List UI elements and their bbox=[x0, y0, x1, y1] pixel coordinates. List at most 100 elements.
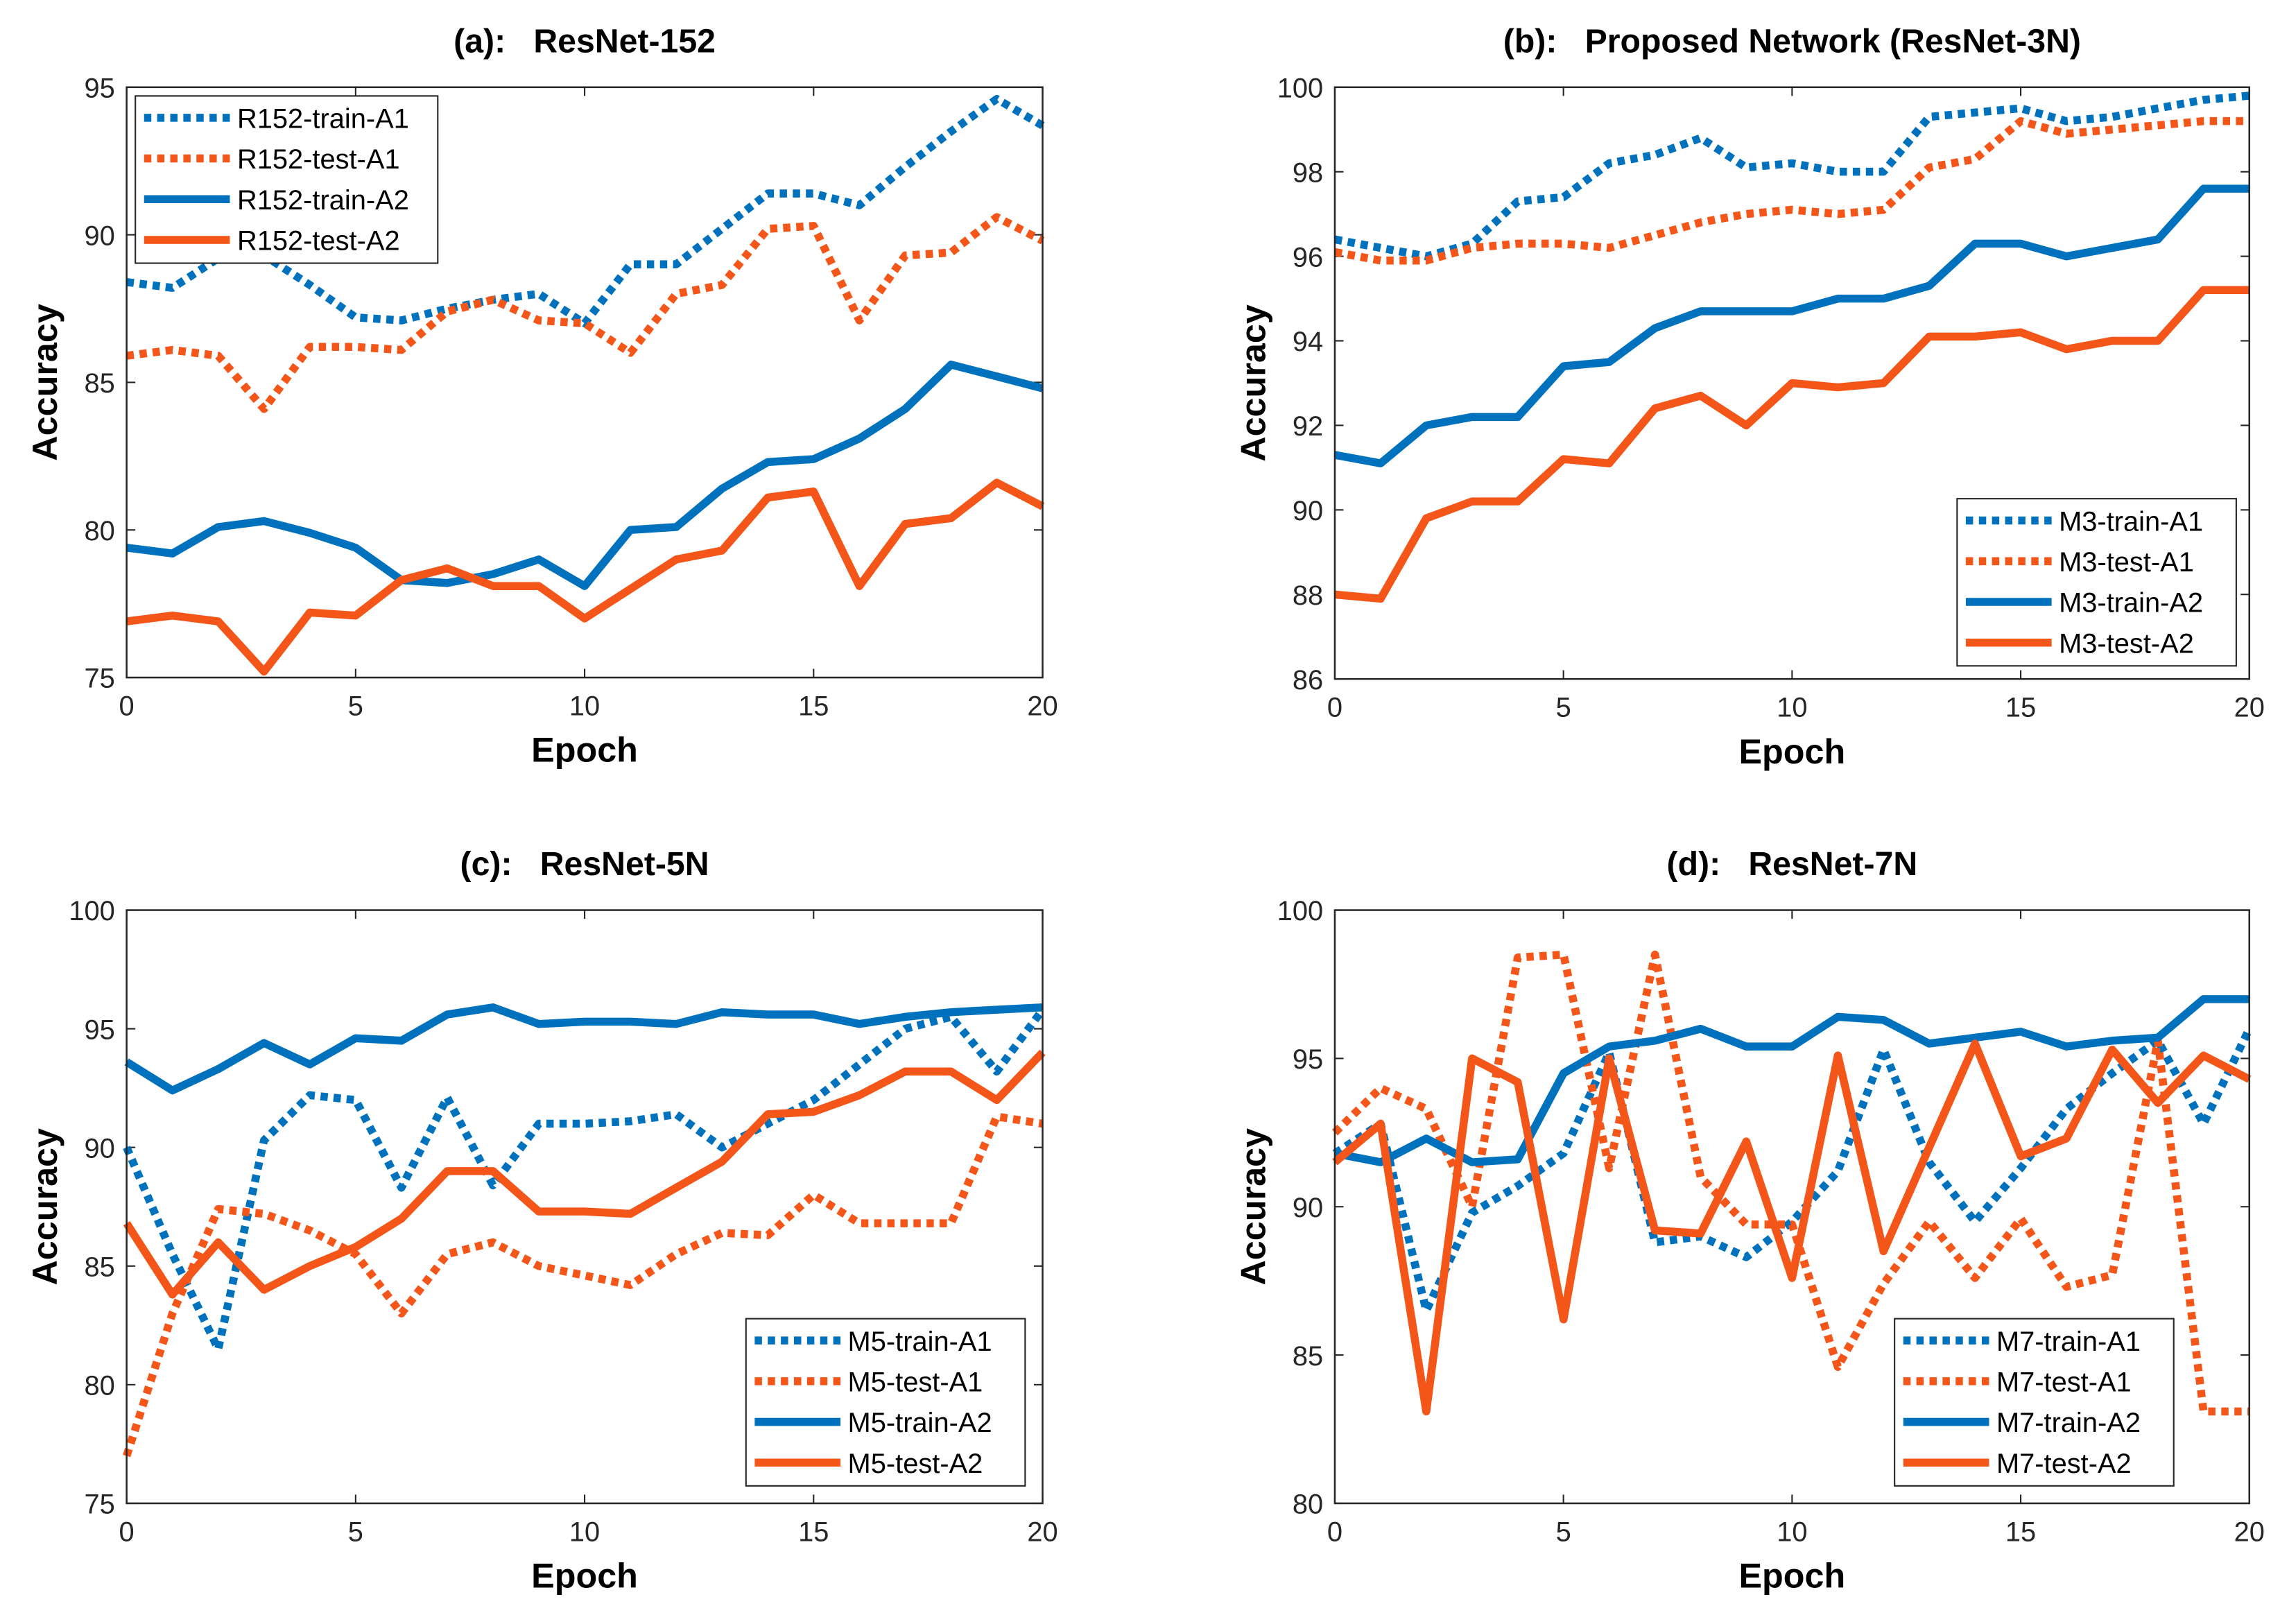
series-line-r152-test-a1 bbox=[126, 213, 1045, 413]
x-tick-label: 10 bbox=[1777, 693, 1807, 723]
x-tick-label: 10 bbox=[569, 1517, 600, 1547]
series-line-m5-test-a1 bbox=[123, 1112, 1044, 1458]
y-tick-label: 94 bbox=[1293, 327, 1323, 357]
x-tick-label: 10 bbox=[1777, 1517, 1807, 1547]
chart-title: (c): ResNet-5N bbox=[460, 845, 709, 883]
y-tick-label: 100 bbox=[1277, 73, 1323, 103]
subplot-d: (d): ResNet-7N Epoch Accuracy 0 5 10 15 20 80 85 9… bbox=[1233, 845, 2265, 1595]
x-tick-label: 5 bbox=[348, 1517, 363, 1547]
legend-label: M7-test-A2 bbox=[1996, 1449, 2132, 1479]
y-axis-label: Accuracy bbox=[25, 304, 64, 461]
legend-label: M3-train-A2 bbox=[2059, 588, 2203, 619]
x-tick-label: 5 bbox=[1556, 1517, 1571, 1547]
y-tick-label: 90 bbox=[1293, 1193, 1323, 1223]
legend-label: R152-train-A2 bbox=[237, 185, 409, 216]
y-axis-label: Accuracy bbox=[1233, 304, 1272, 462]
x-tick-label: 0 bbox=[119, 1517, 135, 1547]
x-tick-label: 0 bbox=[1327, 693, 1342, 723]
series-line-m7-train-a2 bbox=[1333, 995, 2249, 1166]
legend: R152-train-A1 R152-test-A1 R152-train-A2 R1… bbox=[135, 95, 439, 264]
y-tick-label: 96 bbox=[1293, 242, 1323, 273]
legend-label: M5-train-A1 bbox=[848, 1327, 992, 1357]
y-tick-label: 98 bbox=[1293, 157, 1323, 188]
series-line-m3-train-a1 bbox=[1333, 92, 2250, 261]
y-tick-label: 85 bbox=[85, 368, 115, 399]
x-tick-label: 5 bbox=[348, 691, 363, 722]
axes-box bbox=[126, 86, 1044, 679]
series-line-m5-train-a2 bbox=[124, 1003, 1043, 1095]
y-tick-label: 90 bbox=[85, 1133, 115, 1164]
x-tick-label: 15 bbox=[798, 691, 829, 722]
y-tick-label: 90 bbox=[1293, 496, 1323, 526]
legend-box bbox=[1894, 1318, 2175, 1487]
legend-label: M5-train-A2 bbox=[848, 1408, 992, 1438]
legend-label: R152-test-A1 bbox=[237, 144, 400, 175]
legend: M3-train-A1 M3-test-A1 M3-train-A2 M3-test-… bbox=[1956, 498, 2237, 667]
y-tick-label: 86 bbox=[1293, 665, 1323, 696]
x-tick-label: 5 bbox=[1556, 693, 1571, 723]
subplot-a: (a): ResNet-152 Epoch Accuracy 0 5 10 15 20 75 80… bbox=[25, 22, 1058, 769]
series-line-r152-test-a2 bbox=[126, 478, 1045, 676]
x-tick-label: 0 bbox=[119, 691, 135, 722]
series-line-m7-test-a2 bbox=[1332, 1039, 2252, 1416]
legend-label: M7-test-A1 bbox=[1996, 1367, 2132, 1398]
series-line-m3-test-a1 bbox=[1333, 116, 2249, 265]
legend-label: M5-test-A1 bbox=[848, 1367, 983, 1398]
x-tick-label: 20 bbox=[1027, 1517, 1057, 1547]
x-tick-label: 15 bbox=[2005, 1517, 2036, 1547]
x-tick-label: 0 bbox=[1327, 1517, 1342, 1547]
y-tick-label: 75 bbox=[85, 1489, 115, 1520]
x-axis-label: Epoch bbox=[1738, 732, 1845, 771]
legend: M5-train-A1 M5-test-A1 M5-train-A2 M5-test-… bbox=[745, 1318, 1026, 1487]
axes-box bbox=[126, 909, 1044, 1505]
subplot-c: (c): ResNet-5N Epoch Accuracy 0 5 10 15 20 75 80 8… bbox=[25, 845, 1058, 1595]
x-tick-label: 10 bbox=[569, 691, 600, 722]
series-line-m3-test-a2 bbox=[1334, 286, 2249, 603]
series-line-r152-train-a1 bbox=[126, 95, 1045, 328]
y-tick-label: 95 bbox=[1293, 1044, 1323, 1075]
chart-title: (a): ResNet-152 bbox=[454, 22, 716, 60]
y-tick-label: 80 bbox=[85, 516, 115, 546]
series-line-m7-train-a1 bbox=[1332, 1027, 2253, 1315]
y-axis-label: Accuracy bbox=[1233, 1128, 1272, 1286]
legend: M7-train-A1 M7-test-A1 M7-train-A2 M7-test-… bbox=[1894, 1318, 2175, 1487]
legend-label: M5-test-A2 bbox=[848, 1449, 983, 1479]
axes-box bbox=[1333, 86, 2251, 680]
y-tick-label: 90 bbox=[85, 221, 115, 251]
legend-label: R152-train-A1 bbox=[237, 104, 409, 135]
x-tick-label: 15 bbox=[2005, 693, 2036, 723]
x-tick-label: 15 bbox=[798, 1517, 829, 1547]
series-line-m3-train-a2 bbox=[1333, 184, 2249, 467]
series-line-m5-train-a1 bbox=[123, 1007, 1046, 1354]
x-tick-label: 20 bbox=[2234, 1517, 2265, 1547]
chart-title: (b): Proposed Network (ResNet-3N) bbox=[1503, 22, 2081, 60]
y-tick-label: 100 bbox=[69, 896, 114, 926]
axes-box bbox=[1333, 909, 2251, 1505]
series-line-m5-test-a2 bbox=[123, 1049, 1046, 1299]
y-tick-label: 95 bbox=[85, 73, 115, 103]
series-line-m7-test-a1 bbox=[1331, 950, 2249, 1416]
legend-label: R152-test-A2 bbox=[237, 226, 400, 257]
x-tick-label: 20 bbox=[2234, 693, 2265, 723]
x-axis-label: Epoch bbox=[531, 730, 638, 770]
y-tick-label: 80 bbox=[1293, 1489, 1323, 1520]
legend-box bbox=[135, 95, 439, 264]
legend-label: M3-test-A1 bbox=[2059, 547, 2194, 578]
x-axis-label: Epoch bbox=[531, 1556, 638, 1596]
y-tick-label: 92 bbox=[1293, 411, 1323, 442]
y-tick-label: 80 bbox=[85, 1371, 115, 1401]
y-axis-label: Accuracy bbox=[25, 1128, 64, 1286]
y-tick-label: 85 bbox=[1293, 1341, 1323, 1372]
y-tick-label: 95 bbox=[85, 1014, 115, 1045]
subplot-b: (b): Proposed Network (ResNet-3N) Epoch Ac… bbox=[1233, 22, 2265, 770]
chart-title: (d): ResNet-7N bbox=[1667, 845, 1918, 883]
legend-box bbox=[745, 1318, 1026, 1487]
legend-label: M3-train-A1 bbox=[2059, 506, 2203, 537]
legend-label: M7-train-A1 bbox=[1996, 1327, 2141, 1357]
y-tick-label: 88 bbox=[1293, 580, 1323, 611]
y-tick-label: 85 bbox=[85, 1252, 115, 1282]
legend-label: M7-train-A2 bbox=[1996, 1408, 2141, 1438]
legend-label: M3-test-A2 bbox=[2059, 628, 2194, 659]
y-tick-label: 100 bbox=[1277, 896, 1323, 926]
